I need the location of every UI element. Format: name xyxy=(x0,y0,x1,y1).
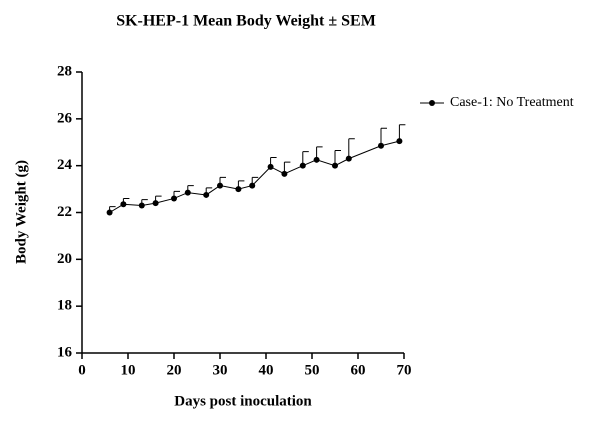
data-point xyxy=(299,162,306,169)
data-point xyxy=(138,202,145,209)
x-axis-label: Days post inoculation xyxy=(174,393,312,409)
chart-title: SK-HEP-1 Mean Body Weight ± SEM xyxy=(116,13,376,30)
x-tick-label: 20 xyxy=(167,362,182,378)
y-tick-label: 24 xyxy=(57,157,73,173)
data-point xyxy=(217,182,223,189)
x-tick-label: 70 xyxy=(397,362,412,378)
data-point xyxy=(203,191,210,198)
data-point xyxy=(313,156,320,163)
y-tick-label: 18 xyxy=(57,298,72,314)
data-point xyxy=(171,195,177,202)
data-point xyxy=(267,163,274,170)
data-point xyxy=(235,186,242,193)
data-point xyxy=(345,155,352,162)
x-tick-label: 60 xyxy=(351,362,366,378)
y-tick-label: 20 xyxy=(57,251,72,267)
data-point xyxy=(152,200,159,207)
x-tick-label: 30 xyxy=(213,362,228,378)
y-tick-label: 26 xyxy=(57,110,73,126)
legend-marker xyxy=(429,100,435,106)
data-point xyxy=(378,142,384,149)
legend-label: Case-1: No Treatment xyxy=(450,95,574,110)
data-point xyxy=(281,170,288,177)
y-tick-label: 16 xyxy=(57,344,73,360)
error-bar xyxy=(348,138,355,159)
y-axis-label: Body Weight (g) xyxy=(13,160,29,264)
x-tick-label: 40 xyxy=(259,362,274,378)
x-tick-label: 50 xyxy=(305,362,320,378)
y-tick-label: 28 xyxy=(57,63,72,79)
data-point xyxy=(106,209,113,216)
data-point xyxy=(184,189,191,196)
data-point xyxy=(396,138,403,145)
data-point xyxy=(332,162,338,169)
x-tick-label: 10 xyxy=(121,362,136,378)
x-tick-label: 0 xyxy=(78,362,86,378)
data-point xyxy=(120,201,127,208)
data-point xyxy=(249,182,256,189)
y-tick-label: 22 xyxy=(57,204,72,220)
